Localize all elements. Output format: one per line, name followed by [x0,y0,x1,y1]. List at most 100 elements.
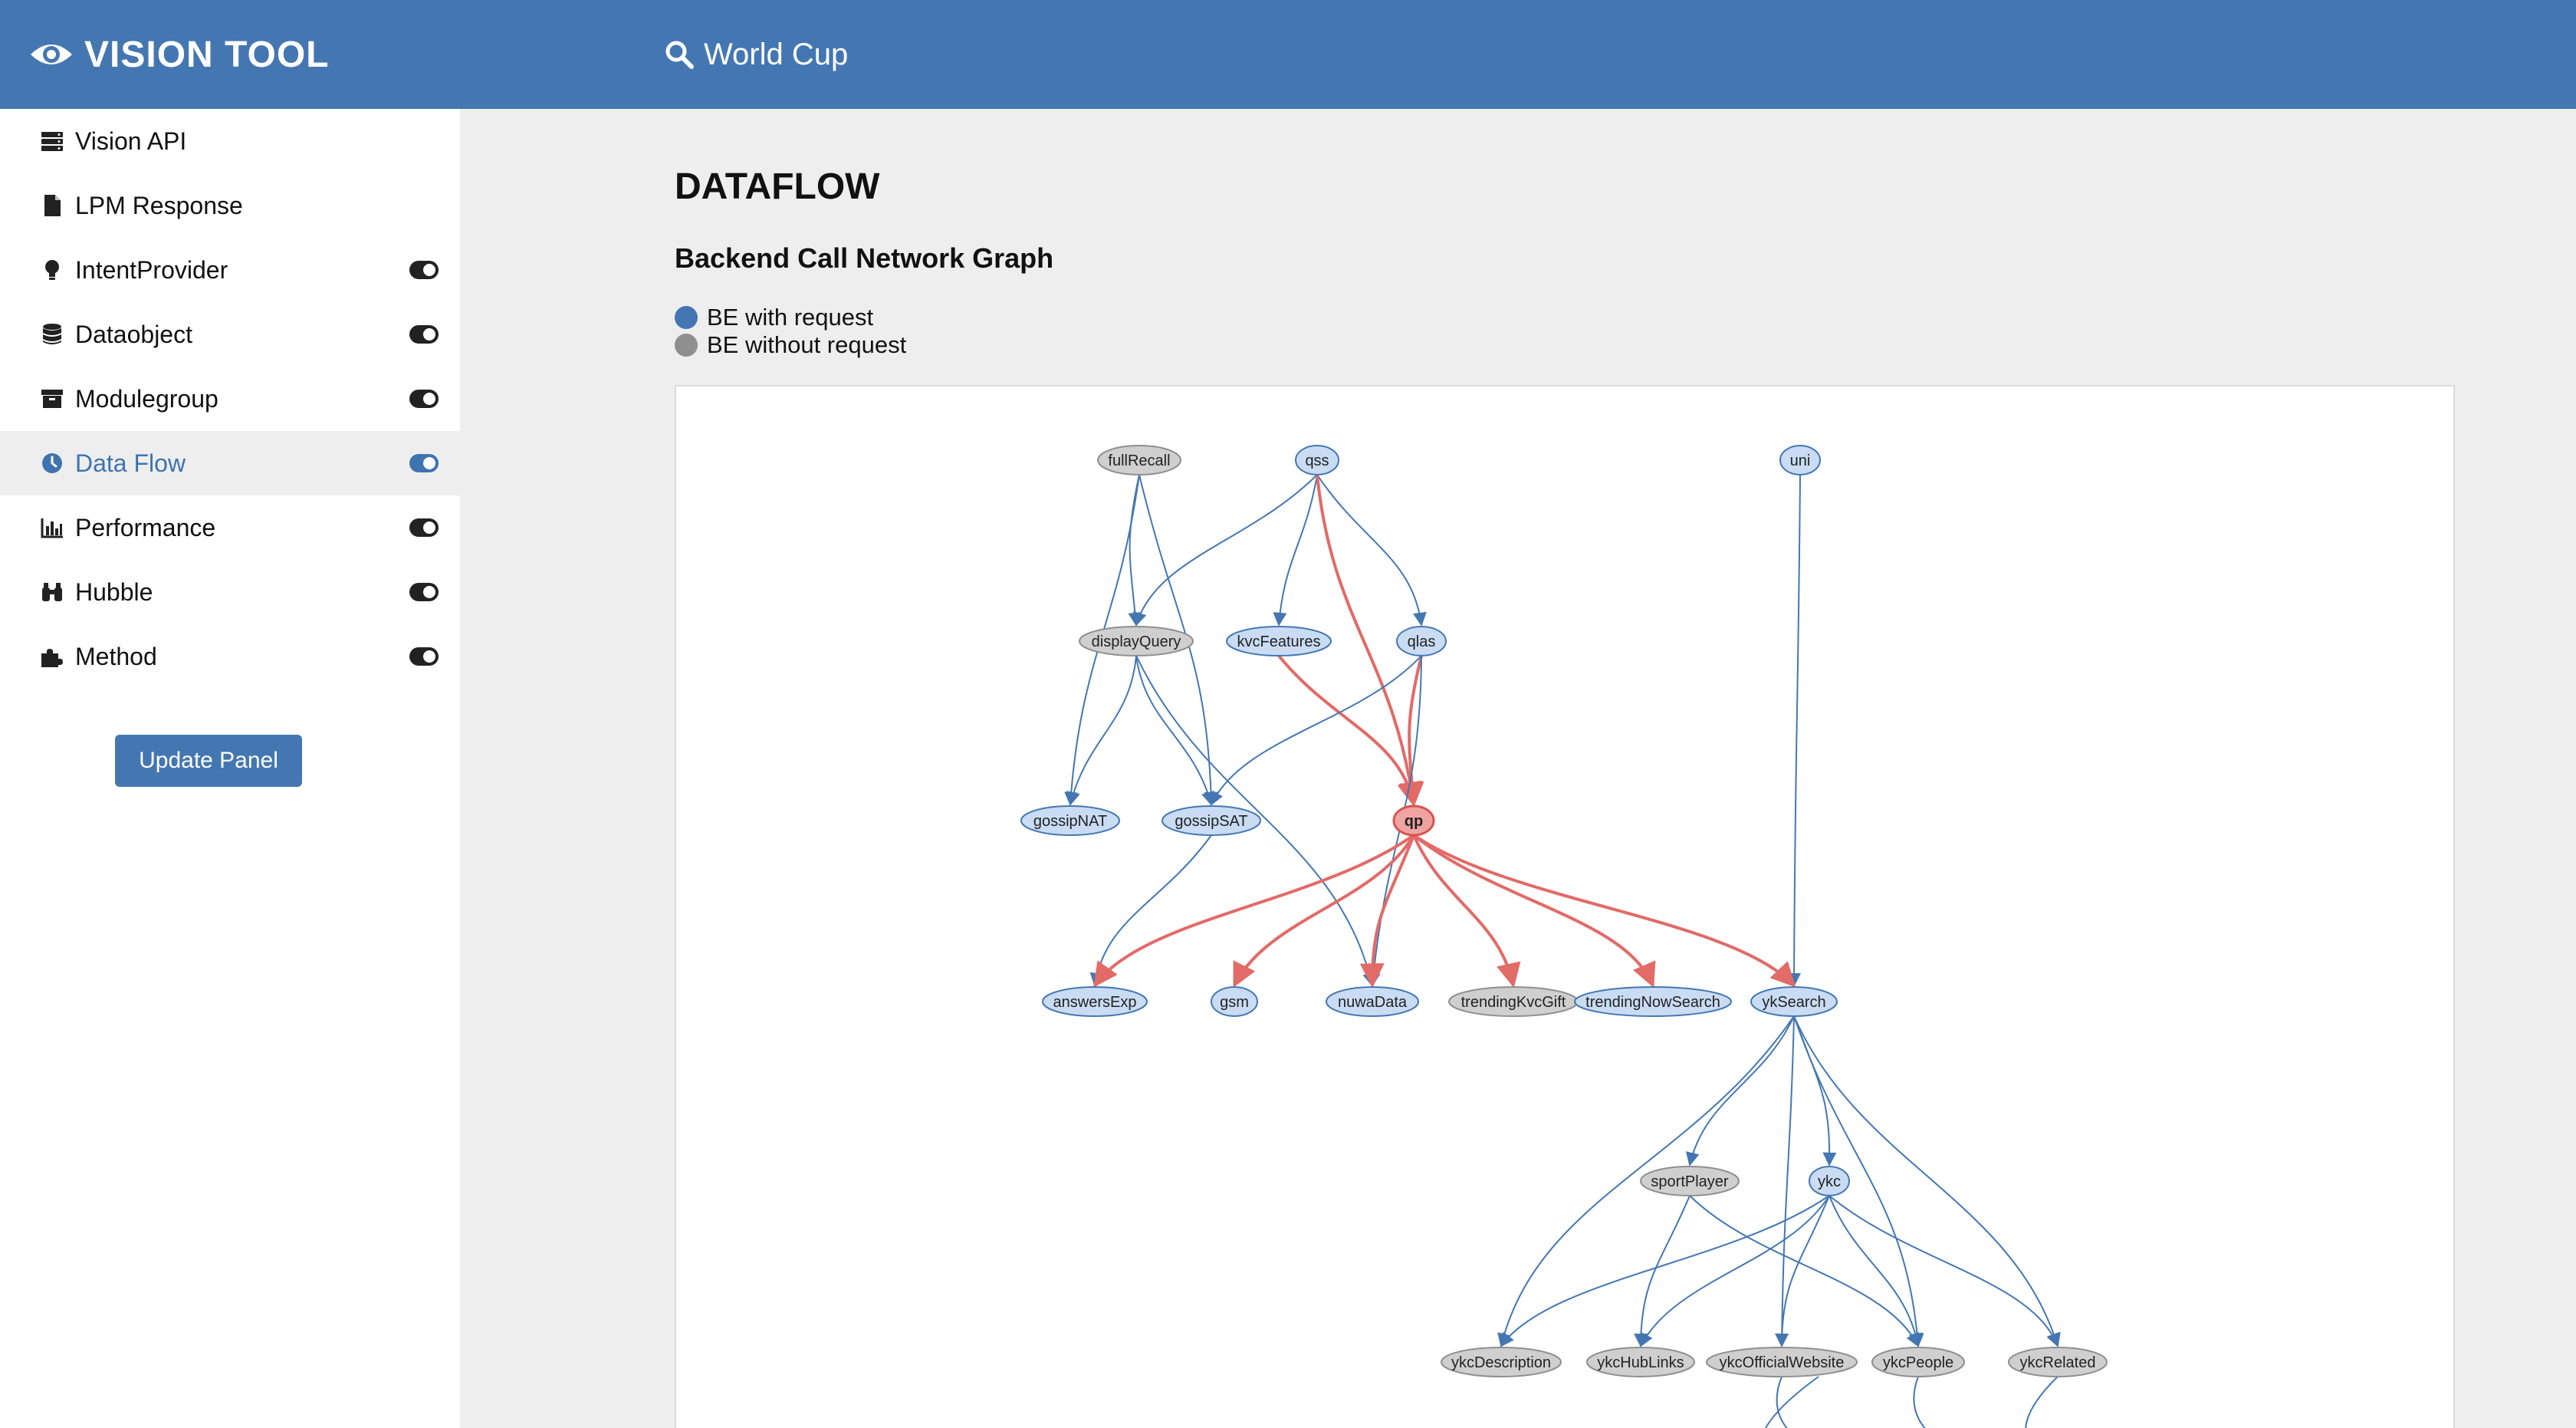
sidebar-item-data-flow[interactable]: Data Flow [0,431,460,495]
graph-node-qlas[interactable]: qlas [1396,626,1447,656]
top-bar: VISION TOOL World Cup [0,0,2576,109]
graph-node-trendingKvcGift[interactable]: trendingKvcGift [1448,986,1579,1017]
graph-edge-ykSearch-ykcPeople [1793,1015,1924,1347]
graph-node-sportPlayer[interactable]: sportPlayer [1640,1166,1740,1196]
graph-node-label: qlas [1408,633,1436,650]
graph-node-label: ykcDescription [1451,1354,1551,1371]
legend-item-without-request: BE without request [675,331,906,359]
graph-node-shape [2008,1347,2108,1377]
sidebar-item-method[interactable]: Method [0,624,460,689]
graph-node-shape [1162,805,1261,836]
lightbulb-icon [45,260,59,280]
graph-edge-sportPlayer-ykcPeople [1689,1195,1919,1347]
graph-edge-offscreen [1776,1376,1788,1428]
puzzle-icon [41,649,63,667]
sidebar-item-label: Data Flow [75,449,186,477]
method-toggle[interactable] [409,647,439,666]
graph-node-label: ykcOfficialWebsite [1720,1354,1845,1371]
graph-node-qss[interactable]: qss [1295,445,1339,475]
graph-edge-qss-qp [1316,474,1423,808]
graph-node-label: ykcRelated [2020,1354,2096,1371]
graph-node-ykc[interactable]: ykc [1809,1166,1850,1196]
graph-node-kvcFeatures[interactable]: kvcFeatures [1226,626,1332,656]
graph-edge-qp-trendingNowSearch [1412,834,1656,988]
graph-node-label: kvcFeatures [1237,633,1321,650]
graph-edge-qss-qlas [1316,474,1427,627]
update-panel-button[interactable]: Update Panel [115,735,302,787]
page-title: DATAFLOW [675,166,880,207]
graph-edge-ykSearch-ykcRelated [1793,1015,2061,1347]
sidebar-item-performance[interactable]: Performance [0,495,460,560]
graph-edge-ykc-ykcPeople [1829,1195,1923,1347]
graph-node-ykcPeople[interactable]: ykcPeople [1871,1347,1965,1377]
sidebar-item-hubble[interactable]: Hubble [0,560,460,624]
graph-node-uni[interactable]: uni [1779,445,1821,475]
search-query[interactable]: World Cup [704,37,849,71]
brand[interactable]: VISION TOOL [29,28,329,81]
sidebar-item-lpm-response[interactable]: LPM Response [0,173,460,238]
sidebar-item-label: IntentProvider [75,256,228,284]
graph-edge-qp-nuwaData [1359,834,1415,989]
graph-node-label: gossipSAT [1175,813,1247,830]
graph-node-gossipNAT[interactable]: gossipNAT [1020,805,1120,836]
graph-node-label: qss [1305,452,1329,469]
eye-icon [31,44,72,64]
database-icon [43,324,61,344]
graph-node-ykcDescription[interactable]: ykcDescription [1441,1347,1562,1377]
archive-icon [41,390,63,408]
sidebar-item-modulegroup[interactable]: Modulegroup [0,367,460,431]
graph-node-shape [1295,445,1339,475]
brand-title: VISION TOOL [84,34,330,75]
sidebar-item-label: Dataobject [75,321,192,348]
graph-node-label: gsm [1220,994,1249,1011]
graph-edge-ykc-ykcDescription [1500,1195,1830,1347]
hubble-toggle[interactable] [409,583,439,601]
clock-icon [42,453,62,473]
graph-node-ykcRelated[interactable]: ykcRelated [2008,1347,2108,1377]
sidebar-item-dataobject[interactable]: Dataobject [0,302,460,367]
performance-toggle[interactable] [409,518,439,537]
graph-node-gsm[interactable]: gsm [1211,986,1258,1017]
graph-node-displayQuery[interactable]: displayQuery [1079,626,1194,656]
graph-node-label: ykcPeople [1883,1354,1953,1371]
search-box[interactable]: World Cup [664,28,848,81]
legend-label: BE with request [707,304,874,331]
intentprovider-toggle[interactable] [409,261,439,279]
graph-edge-qss-kvcFeatures [1273,474,1318,627]
graph-node-label: trendingNowSearch [1585,994,1720,1011]
graph-edge-qss-displayQuery [1133,474,1318,627]
graph-node-shape [1079,626,1194,656]
graph-node-trendingNowSearch[interactable]: trendingNowSearch [1574,986,1732,1017]
graph-node-answersExp[interactable]: answersExp [1042,986,1148,1017]
graph-edge-displayQuery-gossipNAT [1066,655,1137,806]
sidebar-item-vision-api[interactable]: Vision API [0,109,460,173]
sidebar-item-intentprovider[interactable]: IntentProvider [0,238,460,302]
legend-label: BE without request [707,331,907,358]
graph-node-fullRecall[interactable]: fullRecall [1097,445,1181,475]
graph-node-shape [1586,1347,1695,1377]
graph-edge-qp-trendingKvcGift [1412,834,1521,989]
graph-node-ykcOfficialWebsite[interactable]: ykcOfficialWebsite [1706,1347,1858,1377]
binoculars-icon [42,583,62,601]
graph-node-shape [1326,986,1419,1017]
sidebar-item-label: Method [75,643,157,670]
data-flow-toggle[interactable] [409,454,439,472]
graph-node-label: sportPlayer [1651,1173,1728,1190]
graph-node-label: displayQuery [1092,633,1181,650]
graph-node-nuwaData[interactable]: nuwaData [1326,986,1419,1017]
graph-edge-gossipSAT-answersExp [1089,834,1212,987]
graph-node-shape [1020,805,1120,836]
graph-node-label: qp [1405,813,1423,830]
graph-node-ykSearch[interactable]: ykSearch [1750,986,1838,1017]
graph-node-qp[interactable]: qp [1392,804,1435,837]
graph-node-gossipSAT[interactable]: gossipSAT [1162,805,1261,836]
modulegroup-toggle[interactable] [409,390,439,408]
graph-edge-displayQuery-gossipSAT [1135,655,1215,806]
graph-node-shape [1779,445,1821,475]
graph-edge-ykc-ykcHubLinks [1640,1195,1830,1347]
graph-edge-uni-ykSearch [1787,474,1802,987]
bar-chart-icon [41,518,63,538]
graph-node-ykcHubLinks[interactable]: ykcHubLinks [1586,1347,1695,1377]
dataobject-toggle[interactable] [409,325,439,344]
graph-edge-ykSearch-sportPlayer [1685,1015,1795,1166]
